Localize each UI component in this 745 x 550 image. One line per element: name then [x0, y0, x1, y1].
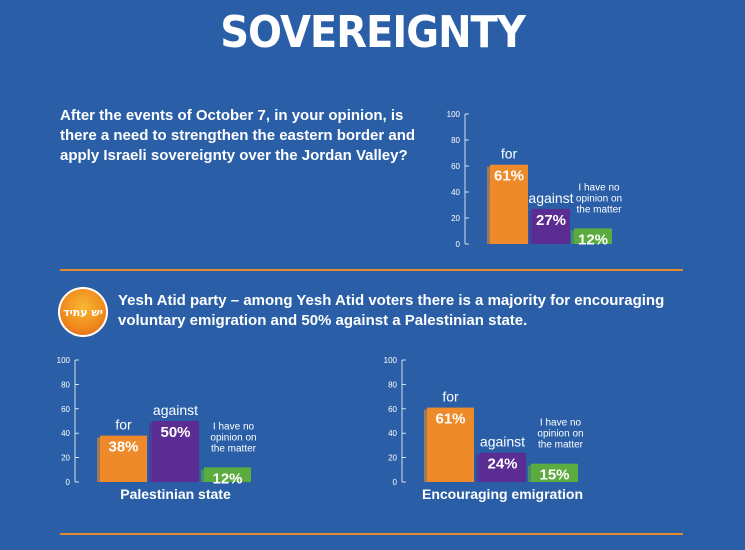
value-label: 61% [435, 411, 465, 428]
y-tick-label: 100 [57, 356, 71, 365]
y-tick-label: 100 [384, 356, 398, 365]
bar-no-opinion [531, 463, 578, 482]
chart-title: Encouraging emigration [422, 486, 583, 502]
category-label-against: against [528, 190, 573, 206]
value-label: 12% [212, 470, 242, 487]
bar-shade [528, 465, 531, 482]
bar-shade [97, 437, 100, 482]
value-label: 61% [494, 168, 524, 185]
y-tick-label: 0 [393, 478, 398, 487]
value-label: 15% [539, 467, 569, 484]
bar-against [532, 208, 570, 244]
bar-for [490, 164, 528, 244]
y-tick-label: 20 [61, 454, 70, 463]
y-tick-label: 40 [388, 429, 397, 438]
y-tick-label: 40 [61, 429, 70, 438]
category-label-for: for [501, 146, 518, 162]
y-tick-label: 0 [66, 478, 71, 487]
category-label-against: against [480, 434, 525, 450]
party-statement: Yesh Atid party – among Yesh Atid voters… [118, 292, 665, 329]
y-tick-label: 80 [388, 380, 397, 389]
bar-shade [487, 166, 490, 244]
y-tick-label: 20 [451, 214, 460, 223]
page-title: SOVEREIGNTY [220, 8, 526, 58]
bar-for [100, 435, 147, 482]
y-tick-label: 60 [61, 405, 70, 414]
category-label-for: for [115, 417, 132, 433]
survey-question: After the events of October 7, in your o… [60, 107, 416, 164]
bar-shade [149, 423, 152, 482]
y-tick-label: 80 [61, 380, 70, 389]
bar-shade [571, 230, 574, 244]
yesh-atid-logo-icon: יש עתיד [58, 287, 108, 337]
bar-against [479, 452, 526, 482]
value-label: 27% [536, 212, 566, 229]
bar-shade [201, 469, 204, 482]
chart-title: Palestinian state [120, 486, 231, 502]
bar-shade [424, 409, 427, 482]
y-tick-label: 100 [447, 110, 461, 119]
bar-shade [476, 454, 479, 482]
y-tick-label: 80 [451, 136, 460, 145]
y-tick-label: 40 [451, 188, 460, 197]
value-label: 12% [578, 231, 608, 248]
y-tick-label: 20 [388, 454, 397, 463]
category-label-no-opinion: I have no opinion on the matter [537, 418, 583, 451]
value-label: 50% [160, 424, 190, 441]
value-label: 38% [108, 439, 138, 456]
y-tick-label: 60 [388, 405, 397, 414]
bar-against [152, 421, 199, 482]
chart-palestinian-state: 0 20 40 60 80 100 38% 50% 12% for against I have no… [57, 356, 257, 502]
value-label: 24% [487, 456, 517, 473]
bar-no-opinion [574, 228, 612, 244]
bar-shade [529, 210, 532, 244]
category-label-for: for [442, 389, 459, 405]
section-divider-bottom [60, 533, 683, 535]
category-label-against: against [153, 402, 198, 418]
y-tick-label: 0 [456, 240, 461, 249]
bar-no-opinion [204, 467, 251, 482]
chart-encouraging-emigration: 0 20 40 60 80 100 61% 24% 15% for against I have no… [384, 356, 584, 502]
y-tick-label: 60 [451, 162, 460, 171]
category-label-no-opinion: I have no opinion on the matter [210, 421, 256, 454]
bar-for [427, 407, 474, 482]
logo-text: יש עתיד [63, 305, 103, 319]
category-label-no-opinion: I have no opinion on the matter [576, 182, 622, 215]
section-divider-top [60, 269, 683, 271]
